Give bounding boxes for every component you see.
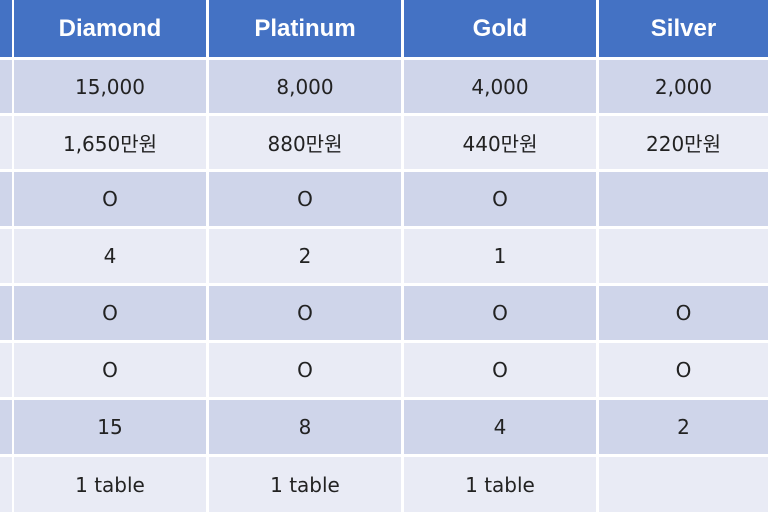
- table-cell: [599, 172, 768, 226]
- row-stub-cell: [0, 172, 12, 226]
- table-cell: O: [209, 343, 401, 397]
- table-cell: O: [14, 343, 206, 397]
- table-header-row: Diamond Platinum Gold Silver: [0, 0, 768, 57]
- row-stub-cell: [0, 60, 12, 113]
- table-cell: O: [14, 286, 206, 340]
- row-stub-cell: [0, 229, 12, 283]
- table-cell: 880만원: [209, 116, 401, 169]
- row-stub-cell: [0, 457, 12, 512]
- table-cell: O: [404, 343, 596, 397]
- table-cell: O: [209, 172, 401, 226]
- table-cell: 15: [14, 400, 206, 454]
- table-cell: 2: [209, 229, 401, 283]
- table-row: O O O O: [0, 343, 768, 397]
- table-row: O O O: [0, 172, 768, 226]
- table-cell: 15,000: [14, 60, 206, 113]
- page-bottom-margin: [0, 512, 768, 519]
- table-row: O O O O: [0, 286, 768, 340]
- header-diamond: Diamond: [14, 0, 206, 57]
- table-cell: 4: [14, 229, 206, 283]
- table-cell: O: [404, 172, 596, 226]
- table-cell: 2: [599, 400, 768, 454]
- table-cell: O: [209, 286, 401, 340]
- table-cell: 220만원: [599, 116, 768, 169]
- table-cell: [599, 229, 768, 283]
- table-cell: [599, 457, 768, 512]
- table-cell: 4: [404, 400, 596, 454]
- table-cell: 1,650만원: [14, 116, 206, 169]
- row-stub-cell: [0, 343, 12, 397]
- table-cell: 1 table: [14, 457, 206, 512]
- table-row: 15 8 4 2: [0, 400, 768, 454]
- table-row: 15,000 8,000 4,000 2,000: [0, 60, 768, 113]
- table-cell: O: [404, 286, 596, 340]
- header-platinum: Platinum: [209, 0, 401, 57]
- table-cell: 1: [404, 229, 596, 283]
- table-cell: O: [14, 172, 206, 226]
- table-cell: 8,000: [209, 60, 401, 113]
- table-cell: O: [599, 286, 768, 340]
- table-cell: 440만원: [404, 116, 596, 169]
- table-cell: 2,000: [599, 60, 768, 113]
- table-cell: 4,000: [404, 60, 596, 113]
- table-cell: 1 table: [404, 457, 596, 512]
- header-silver: Silver: [599, 0, 768, 57]
- row-stub-cell: [0, 116, 12, 169]
- table-row: 4 2 1: [0, 229, 768, 283]
- table-cell: 8: [209, 400, 401, 454]
- table-row: 1 table 1 table 1 table: [0, 457, 768, 512]
- header-gold: Gold: [404, 0, 596, 57]
- row-stub-cell: [0, 286, 12, 340]
- row-stub-cell: [0, 400, 12, 454]
- table-cell: 1 table: [209, 457, 401, 512]
- table-cell: O: [599, 343, 768, 397]
- header-stub-cell: [0, 0, 12, 57]
- table-row: 1,650만원 880만원 440만원 220만원: [0, 116, 768, 169]
